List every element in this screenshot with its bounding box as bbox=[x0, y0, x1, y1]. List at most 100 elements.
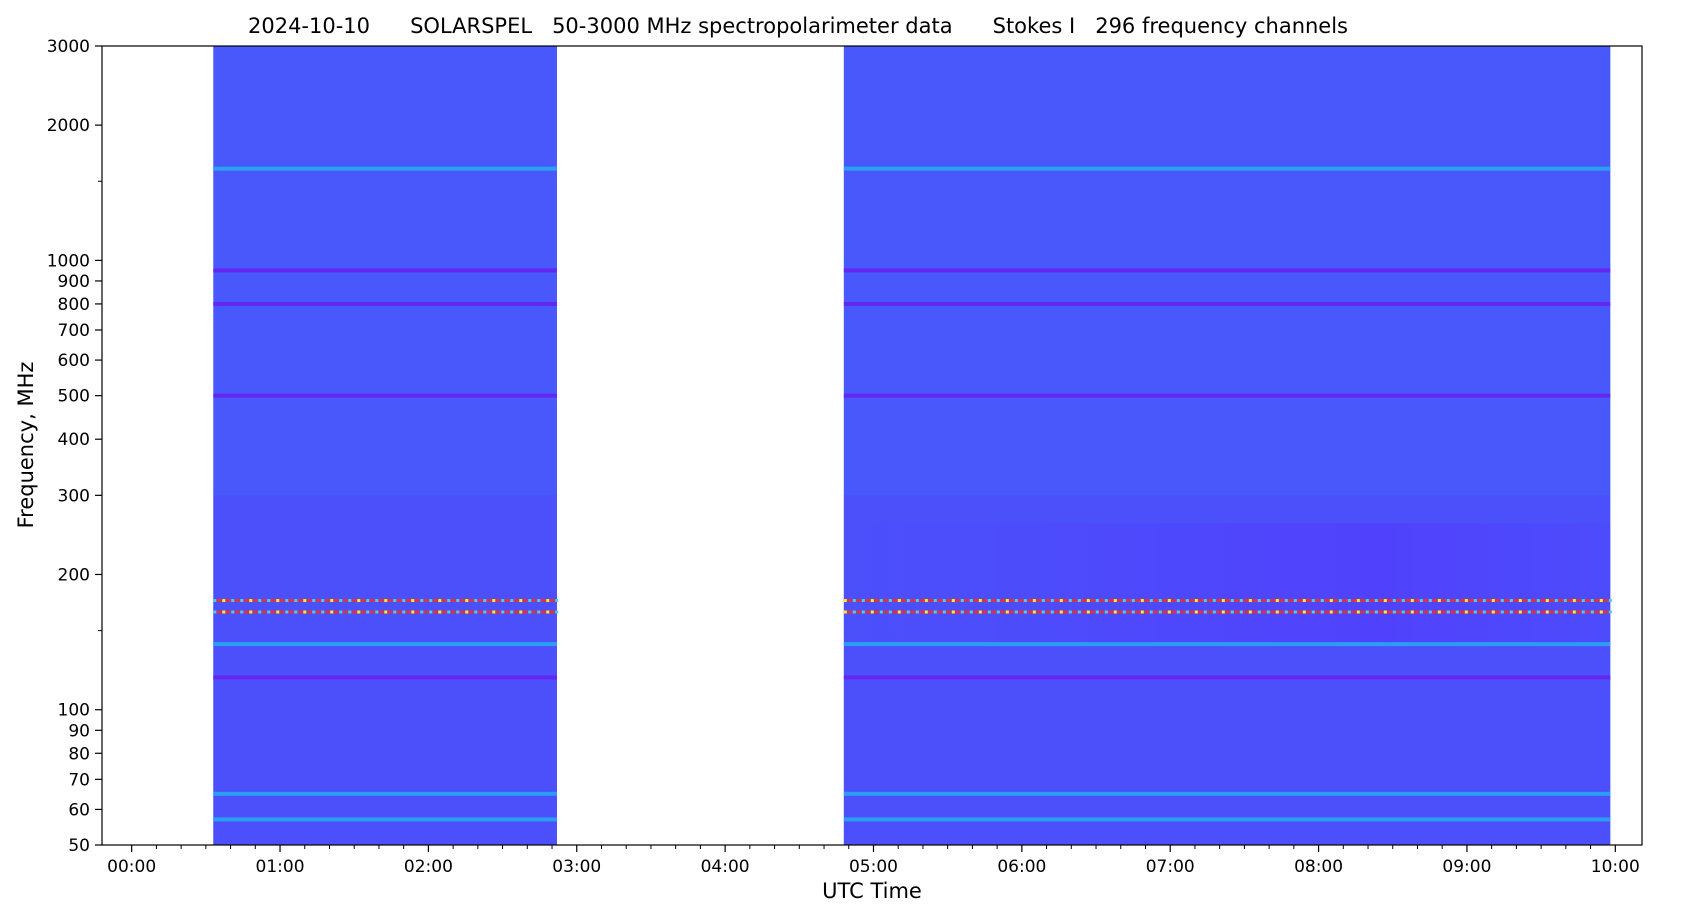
x-tick: 02:00 bbox=[404, 845, 453, 877]
interference-speckle bbox=[276, 599, 280, 603]
interference-speckle bbox=[258, 610, 262, 614]
interference-speckle bbox=[1302, 599, 1306, 603]
interference-speckle bbox=[438, 599, 442, 603]
interference-speckle bbox=[420, 610, 424, 614]
interference-speckle bbox=[1581, 599, 1585, 603]
x-tick-label: 00:00 bbox=[107, 857, 156, 877]
interference-speckle bbox=[987, 599, 991, 603]
y-tick: 600 bbox=[58, 351, 102, 371]
y-tick: 400 bbox=[58, 430, 102, 450]
interference-speckle bbox=[1554, 599, 1558, 603]
interference-speckle bbox=[1122, 610, 1126, 614]
frequency-band-140mhz bbox=[213, 642, 557, 647]
interference-speckle bbox=[933, 610, 937, 614]
interference-speckle bbox=[1329, 610, 1333, 614]
interference-speckle bbox=[213, 599, 217, 603]
interference-speckle bbox=[312, 599, 316, 603]
interference-speckle bbox=[1194, 599, 1198, 603]
interference-speckle bbox=[393, 599, 397, 603]
interference-speckle bbox=[1419, 610, 1423, 614]
y-tick-label: 70 bbox=[68, 770, 90, 790]
interference-speckle bbox=[1149, 610, 1153, 614]
interference-speckle bbox=[915, 599, 919, 603]
interference-speckle bbox=[870, 610, 874, 614]
frequency-band-118mhz bbox=[843, 675, 1611, 680]
interference-speckle bbox=[1401, 599, 1405, 603]
interference-speckle bbox=[1140, 610, 1144, 614]
interference-speckle bbox=[1203, 599, 1207, 603]
interference-speckle bbox=[942, 610, 946, 614]
interference-speckle bbox=[1401, 610, 1405, 614]
interference-speckle bbox=[1608, 610, 1612, 614]
interference-speckle bbox=[375, 599, 379, 603]
interference-speckle bbox=[420, 599, 424, 603]
interference-speckle bbox=[1491, 610, 1495, 614]
interference-speckle bbox=[1266, 610, 1270, 614]
interference-speckle bbox=[366, 599, 370, 603]
interference-speckle bbox=[330, 610, 334, 614]
interference-speckle bbox=[249, 599, 253, 603]
interference-speckle bbox=[1023, 599, 1027, 603]
y-tick: 300 bbox=[58, 486, 102, 506]
interference-speckle bbox=[1509, 599, 1513, 603]
interference-speckle bbox=[1563, 610, 1567, 614]
interference-speckle bbox=[1581, 610, 1585, 614]
interference-speckle bbox=[1536, 610, 1540, 614]
interference-speckle bbox=[1320, 610, 1324, 614]
frequency-band-500mhz bbox=[843, 393, 1611, 398]
interference-speckle bbox=[1221, 610, 1225, 614]
interference-speckle bbox=[888, 610, 892, 614]
interference-speckle bbox=[1068, 599, 1072, 603]
interference-speckle bbox=[411, 610, 415, 614]
interference-speckle bbox=[1212, 599, 1216, 603]
interference-speckle bbox=[1563, 599, 1567, 603]
interference-speckle bbox=[1491, 599, 1495, 603]
interference-speckle bbox=[852, 610, 856, 614]
y-tick-label: 1000 bbox=[47, 251, 90, 271]
interference-speckle bbox=[1428, 599, 1432, 603]
interference-speckle bbox=[1032, 610, 1036, 614]
interference-speckle bbox=[1473, 599, 1477, 603]
interference-speckle bbox=[492, 610, 496, 614]
x-tick: 04:00 bbox=[701, 845, 750, 877]
observation-block bbox=[213, 46, 559, 845]
interference-speckle bbox=[843, 599, 847, 603]
interference-speckle bbox=[330, 599, 334, 603]
interference-speckle bbox=[303, 610, 307, 614]
interference-speckle bbox=[222, 610, 226, 614]
interference-speckle bbox=[231, 610, 235, 614]
interference-speckle bbox=[1500, 610, 1504, 614]
interference-speckle bbox=[240, 599, 244, 603]
interference-speckle bbox=[1572, 610, 1576, 614]
y-tick: 70 bbox=[68, 770, 102, 790]
interference-speckle bbox=[1482, 610, 1486, 614]
frequency-band-175mhz bbox=[843, 599, 1611, 603]
interference-speckle bbox=[510, 599, 514, 603]
interference-speckle bbox=[393, 610, 397, 614]
interference-speckle bbox=[996, 599, 1000, 603]
interference-speckle bbox=[1284, 599, 1288, 603]
interference-speckle bbox=[1176, 610, 1180, 614]
interference-speckle bbox=[1374, 610, 1378, 614]
interference-speckle bbox=[960, 610, 964, 614]
interference-speckle bbox=[366, 610, 370, 614]
interference-speckle bbox=[1041, 599, 1045, 603]
interference-speckle bbox=[879, 599, 883, 603]
frequency-band-500mhz bbox=[213, 393, 557, 398]
interference-speckle bbox=[1221, 599, 1225, 603]
x-tick-label: 07:00 bbox=[1146, 857, 1195, 877]
interference-speckle bbox=[456, 599, 460, 603]
interference-speckle bbox=[501, 610, 505, 614]
interference-speckle bbox=[1140, 599, 1144, 603]
y-tick-label: 800 bbox=[58, 295, 90, 315]
interference-speckle bbox=[483, 599, 487, 603]
interference-speckle bbox=[978, 599, 982, 603]
interference-speckle bbox=[1257, 610, 1261, 614]
interference-speckle bbox=[906, 599, 910, 603]
y-tick: 2000 bbox=[47, 116, 102, 136]
y-tick-label: 700 bbox=[58, 321, 90, 341]
interference-speckle bbox=[1311, 610, 1315, 614]
interference-speckle bbox=[1392, 610, 1396, 614]
interference-speckle bbox=[1230, 610, 1234, 614]
interference-speckle bbox=[303, 599, 307, 603]
